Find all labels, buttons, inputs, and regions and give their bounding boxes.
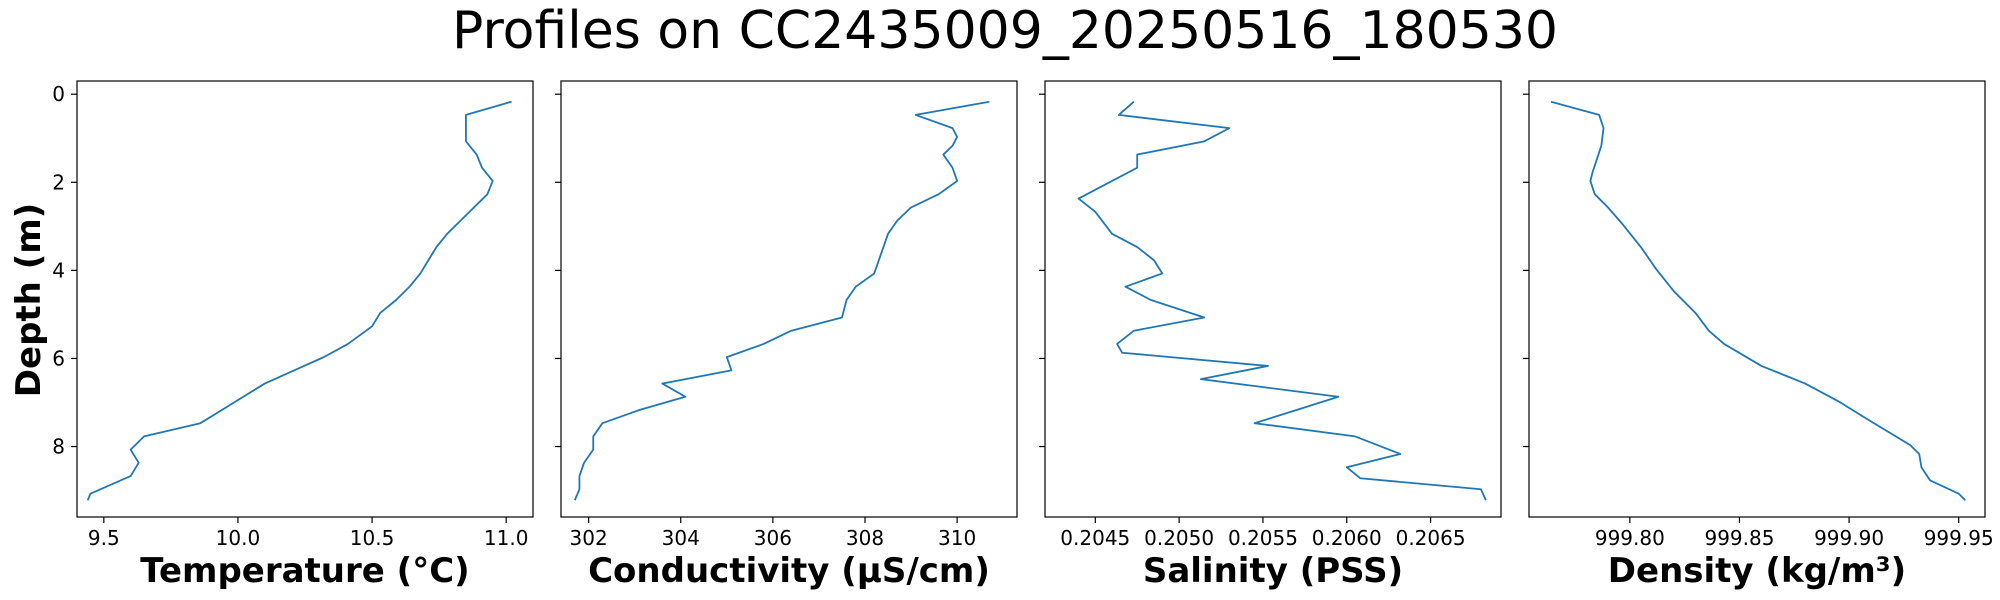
conductivity-axis-label: Conductivity (µS/cm) (588, 551, 990, 591)
salinity-axis-label: Salinity (PSS) (1143, 551, 1403, 591)
density-panel: 999.80 999.85 999.90 999.95 Density (kg/m³) (1523, 80, 1994, 591)
temperature-axis-label: Temperature (°C) (140, 551, 469, 591)
salinity-x-tick-label: 0.2055 (1228, 526, 1298, 550)
temperature-x-tick-label: 9.5 (88, 526, 120, 550)
depth-tick-label: 0 (52, 82, 65, 106)
conductivity-plot-frame (560, 80, 1018, 518)
density-axis-label: Density (kg/m³) (1608, 551, 1906, 591)
density-profile-line (1550, 100, 1966, 501)
temperature-x-tick-label: 10.0 (216, 526, 261, 550)
density-x-tick-label: 999.80 (1595, 526, 1665, 550)
salinity-profile-line (1077, 101, 1487, 501)
figure-title: Profiles on CC2435009_20250516_180530 (452, 1, 1558, 61)
conductivity-profile-line (573, 100, 990, 501)
depth-tick-label: 4 (52, 258, 65, 282)
conductivity-x-tick-label: 306 (754, 526, 792, 550)
conductivity-x-tick-label: 304 (662, 526, 700, 550)
conductivity-x-tick-label: 308 (846, 526, 884, 550)
conductivity-x-tick-label: 310 (938, 526, 976, 550)
temperature-panel: 0 2 4 6 8 9.5 10.0 10.5 11.0 Temperature (°C) (52, 80, 534, 591)
depth-tick-label: 6 (52, 346, 65, 370)
density-x-tick-label: 999.85 (1704, 526, 1774, 550)
density-x-tick-label: 999.90 (1814, 526, 1884, 550)
density-x-tick-label: 999.95 (1924, 526, 1994, 550)
temperature-x-tick-label: 11.0 (484, 526, 529, 550)
depth-tick-label: 8 (52, 435, 65, 459)
salinity-x-tick-label: 0.2045 (1060, 526, 1130, 550)
depth-tick-label: 2 (52, 170, 65, 194)
temperature-plot-frame (76, 80, 534, 518)
conductivity-x-tick-label: 302 (570, 526, 608, 550)
salinity-x-tick-label: 0.2060 (1312, 526, 1382, 550)
density-plot-frame (1528, 80, 1986, 518)
salinity-x-tick-label: 0.2050 (1144, 526, 1214, 550)
salinity-plot-frame (1044, 80, 1502, 518)
temperature-profile-line (86, 100, 512, 501)
salinity-x-tick-label: 0.2065 (1396, 526, 1466, 550)
temperature-x-tick-label: 10.5 (350, 526, 395, 550)
depth-axis-label: Depth (m) (9, 203, 49, 397)
